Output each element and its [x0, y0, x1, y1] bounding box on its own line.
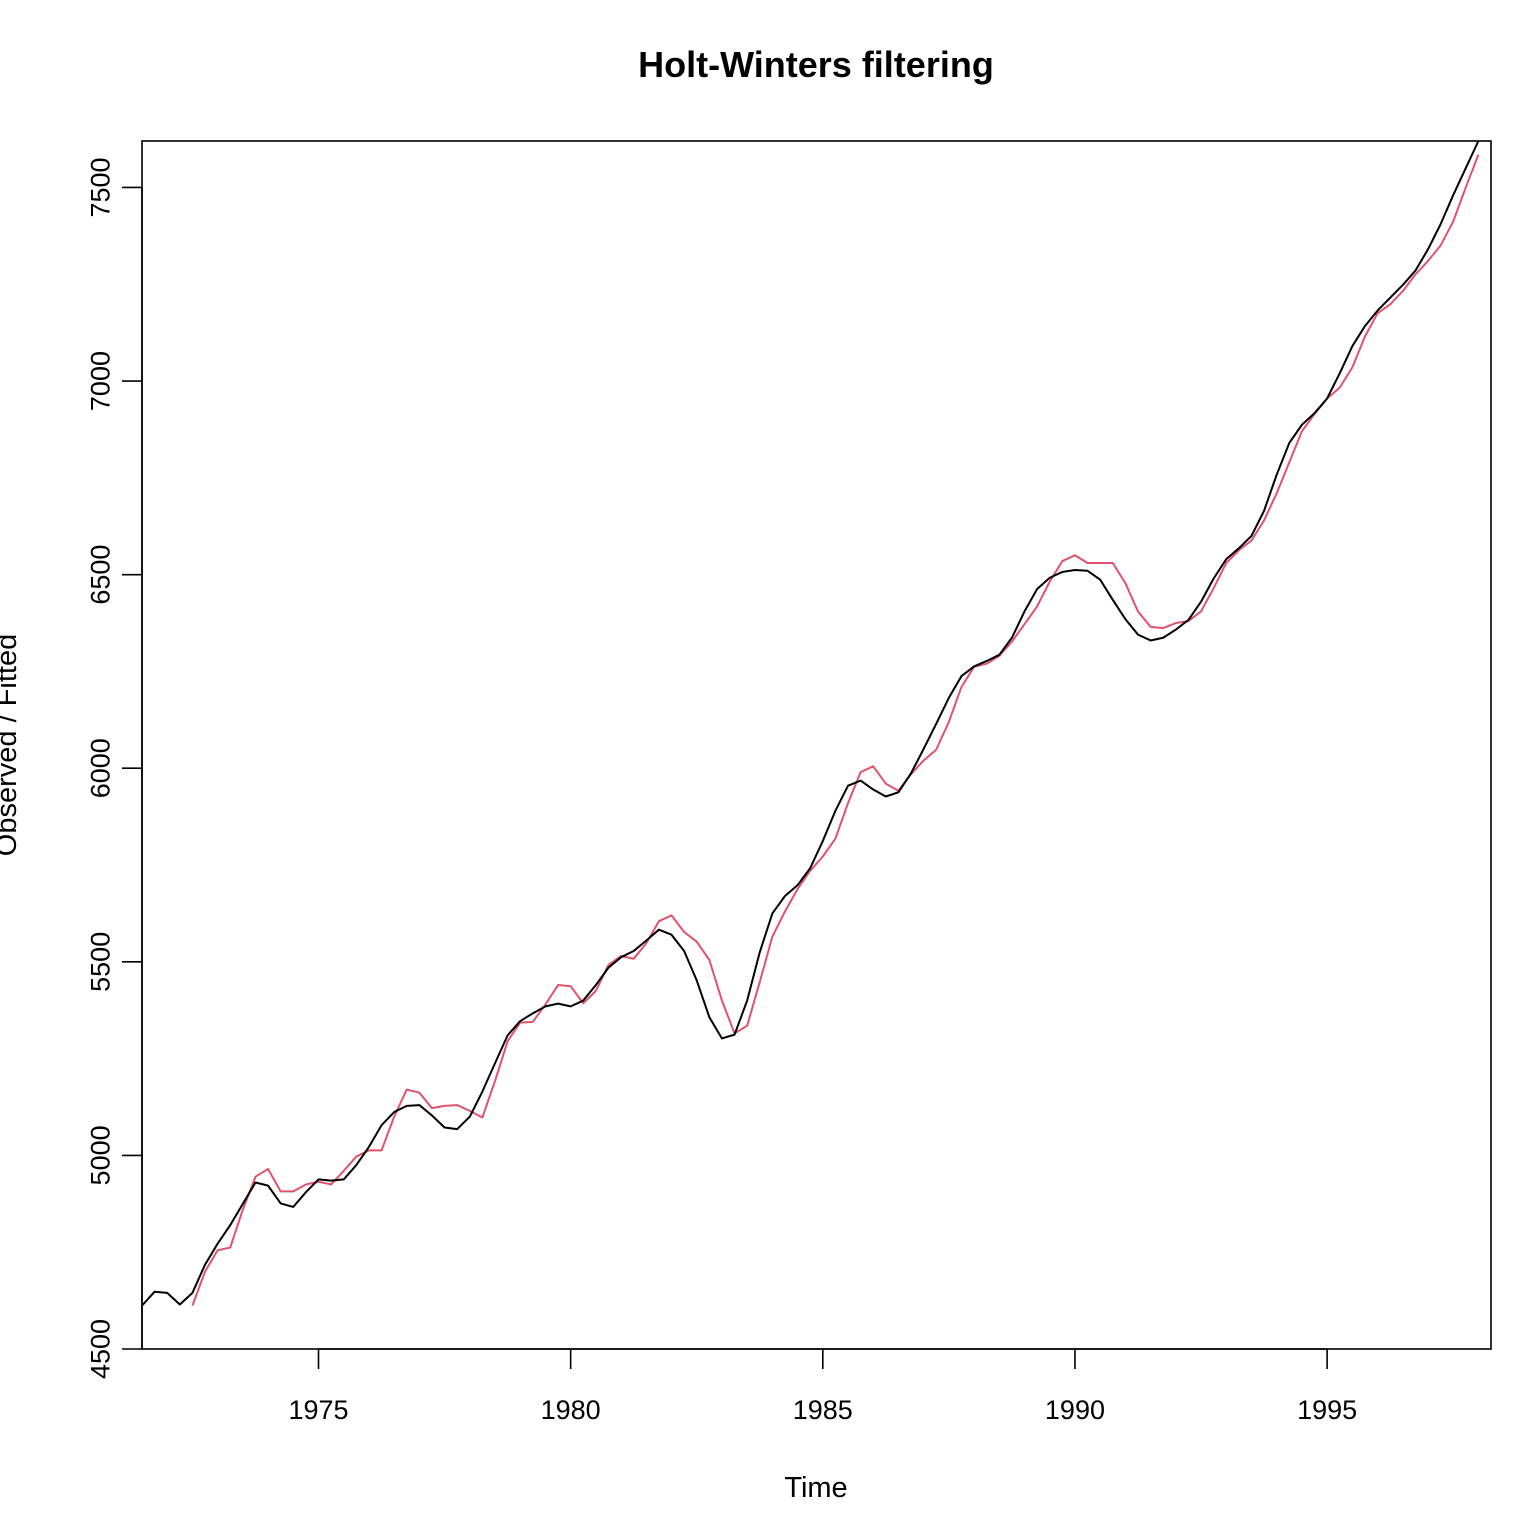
- y-axis-label: Observed / Fitted: [0, 634, 23, 856]
- x-tick-label: 1975: [288, 1395, 348, 1425]
- y-tick-label: 7500: [85, 157, 115, 217]
- plot-frame: [141, 140, 1492, 1350]
- series-line-observed: [141, 140, 1480, 1307]
- x-tick-label: 1980: [541, 1395, 601, 1425]
- x-tick-label: 1995: [1297, 1395, 1357, 1425]
- y-tick-label: 6000: [85, 738, 115, 798]
- y-tick-label: 4500: [85, 1319, 115, 1379]
- x-axis-label: Time: [784, 1472, 847, 1504]
- y-tick-label: 7000: [85, 351, 115, 411]
- x-tick-label: 1985: [793, 1395, 853, 1425]
- y-tick-label: 6500: [85, 545, 115, 605]
- x-axis: 1975 1980 1985 1990 1995: [288, 1348, 1357, 1425]
- x-tick-label: 1990: [1045, 1395, 1105, 1425]
- y-tick-label: 5000: [85, 1125, 115, 1185]
- y-tick-label: 5500: [85, 932, 115, 992]
- y-axis: 4500 5000 5500 6000 6500 7000 7500: [85, 157, 143, 1379]
- series-line-fitted: [191, 154, 1480, 1306]
- series-layer: [141, 140, 1480, 1307]
- chart-title: Holt-Winters filtering: [638, 44, 994, 85]
